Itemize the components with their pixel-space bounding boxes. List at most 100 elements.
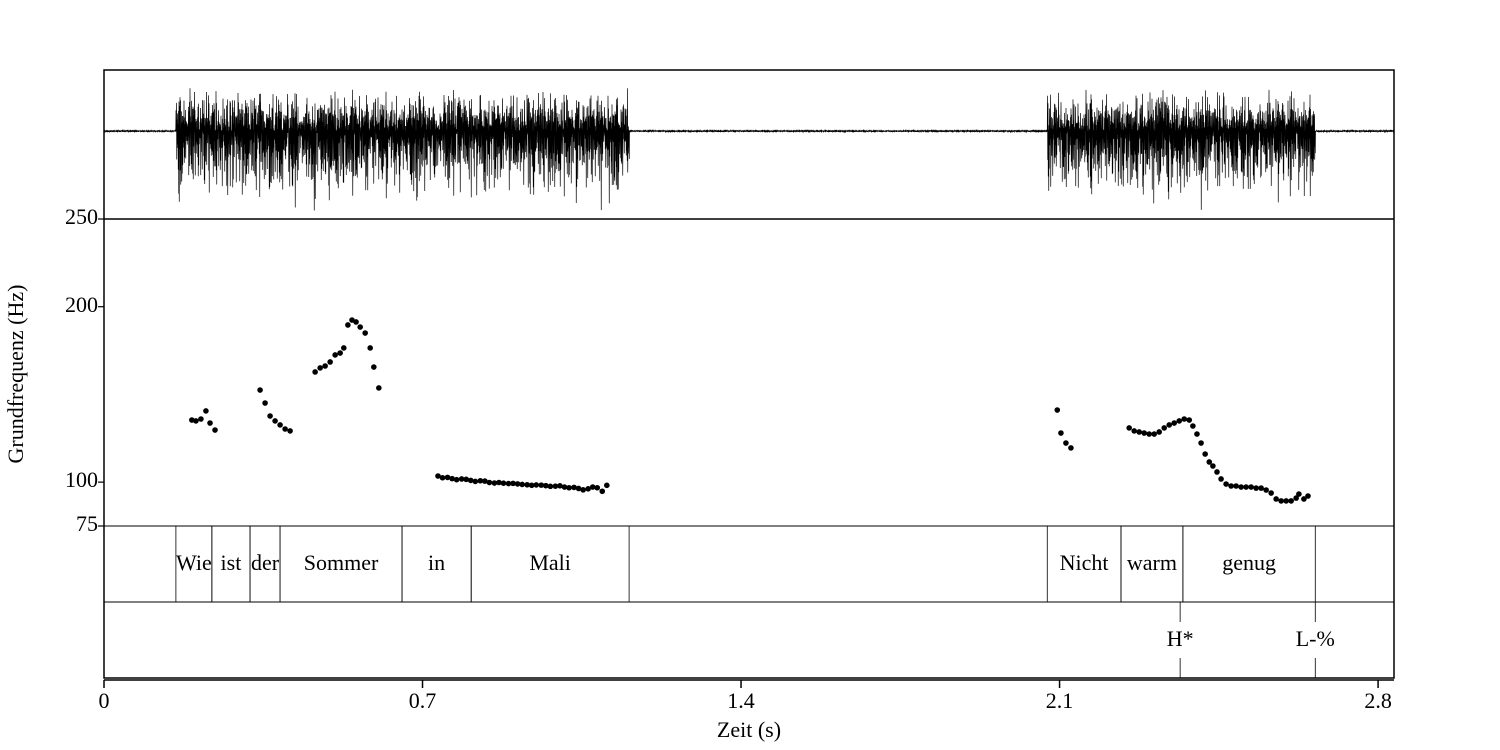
pitch-point: [1166, 422, 1173, 428]
pitch-point: [1054, 407, 1061, 413]
pitch-point: [1176, 418, 1183, 424]
pitch-point: [533, 482, 540, 488]
pitch-point: [277, 422, 283, 428]
pitch-point: [491, 480, 498, 486]
pitch-point: [486, 479, 493, 486]
pitch-point: [1258, 485, 1264, 491]
pitch-point: [1296, 491, 1302, 497]
pitch-point: [1146, 431, 1152, 437]
pitch-point: [477, 477, 484, 484]
x-tick-label: 2.8: [1364, 688, 1392, 713]
x-tick-label: 0: [99, 688, 110, 713]
pitch-point: [1268, 490, 1274, 496]
pitch-point: [449, 475, 455, 482]
pitch-point: [1186, 417, 1193, 423]
pitch-point: [1206, 459, 1213, 465]
pitch-point: [1243, 484, 1249, 490]
pitch-point: [571, 484, 577, 491]
pitch-point: [193, 418, 199, 424]
pitch-point: [561, 484, 568, 490]
x-tick-label: 0.7: [409, 688, 437, 713]
y-tick-label: 100: [65, 467, 98, 492]
pitch-point: [1273, 496, 1279, 502]
pitch-point: [528, 482, 535, 489]
pitch-point: [510, 480, 516, 487]
word-label: ist: [221, 550, 242, 575]
word-label: Sommer: [304, 550, 379, 575]
word-label: Nicht: [1060, 550, 1109, 575]
pitch-point: [444, 474, 451, 481]
pitch-point: [1263, 487, 1269, 493]
pitch-point: [519, 481, 525, 488]
pitch-point: [1278, 498, 1284, 504]
pitch-point: [514, 481, 521, 487]
pitch-point: [458, 476, 465, 482]
pitch-point: [1068, 445, 1074, 451]
pitch-point: [496, 479, 502, 486]
y-tick-label: 250: [65, 204, 98, 229]
pitch-point: [1238, 484, 1244, 490]
pitch-point: [1283, 498, 1289, 504]
pitch-point: [332, 352, 338, 358]
plot-frame: [103, 69, 1395, 679]
pitch-point: [1151, 431, 1158, 437]
pitch-point: [203, 408, 209, 414]
pitch-point: [1214, 469, 1220, 475]
x-tick-label: 2.1: [1046, 688, 1074, 713]
pitch-point: [1058, 430, 1064, 436]
word-label: Mali: [529, 550, 571, 575]
pitch-point: [322, 363, 328, 369]
pitch-point: [1126, 425, 1132, 431]
word-label: in: [428, 550, 445, 575]
pitch-point: [439, 474, 446, 481]
pitch-point: [287, 428, 293, 434]
waveform: [103, 88, 1395, 211]
pitch-point: [1228, 483, 1234, 489]
pitch-point: [262, 400, 268, 406]
pitch-point: [312, 369, 318, 375]
pitch-point: [557, 483, 563, 489]
pitch-point: [345, 322, 351, 328]
pitch-point: [463, 476, 470, 483]
pitch-point: [575, 485, 582, 492]
word-label: genug: [1222, 550, 1276, 575]
pitch-point: [257, 387, 263, 393]
pitch-point: [1194, 431, 1200, 437]
pitch-point: [282, 426, 288, 432]
pitch-point: [594, 484, 601, 491]
pitch-point: [1063, 440, 1069, 446]
word-label: der: [251, 550, 280, 575]
pitch-point: [524, 481, 530, 488]
pitch-point: [1218, 476, 1224, 482]
pitch-point: [585, 486, 591, 492]
pitch-point: [589, 484, 596, 490]
pitch-point: [543, 482, 549, 489]
pitch-point: [1248, 484, 1254, 490]
pitch-point: [353, 319, 359, 325]
y-axis-label: Grundfrequenz (Hz): [3, 285, 28, 464]
pitch-point: [376, 385, 382, 391]
pitch-point: [547, 483, 554, 490]
pitch-point: [500, 480, 507, 486]
pitch-point: [482, 478, 488, 484]
x-tick-label: 1.4: [727, 688, 755, 713]
pitch-point: [1223, 481, 1229, 487]
pitch-point: [1198, 440, 1204, 446]
pitch-point: [1288, 498, 1294, 504]
pitch-point: [367, 345, 373, 351]
pitch-point: [1253, 485, 1259, 491]
pitch-point: [1171, 420, 1178, 426]
pitch-point: [599, 488, 606, 495]
y-tick-label: 200: [65, 292, 98, 317]
pitch-point: [1141, 430, 1147, 436]
pitch-point: [327, 359, 333, 365]
x-axis-label: Zeit (s): [717, 717, 781, 742]
pitch-point: [580, 487, 586, 493]
pitch-point: [552, 483, 559, 489]
pitch-point: [435, 473, 441, 479]
pitch-point: [604, 482, 610, 489]
tone-label: L-%: [1296, 626, 1335, 651]
pitch-point: [272, 418, 278, 424]
pitch-point: [1202, 451, 1208, 457]
pitch-point: [1190, 423, 1196, 429]
